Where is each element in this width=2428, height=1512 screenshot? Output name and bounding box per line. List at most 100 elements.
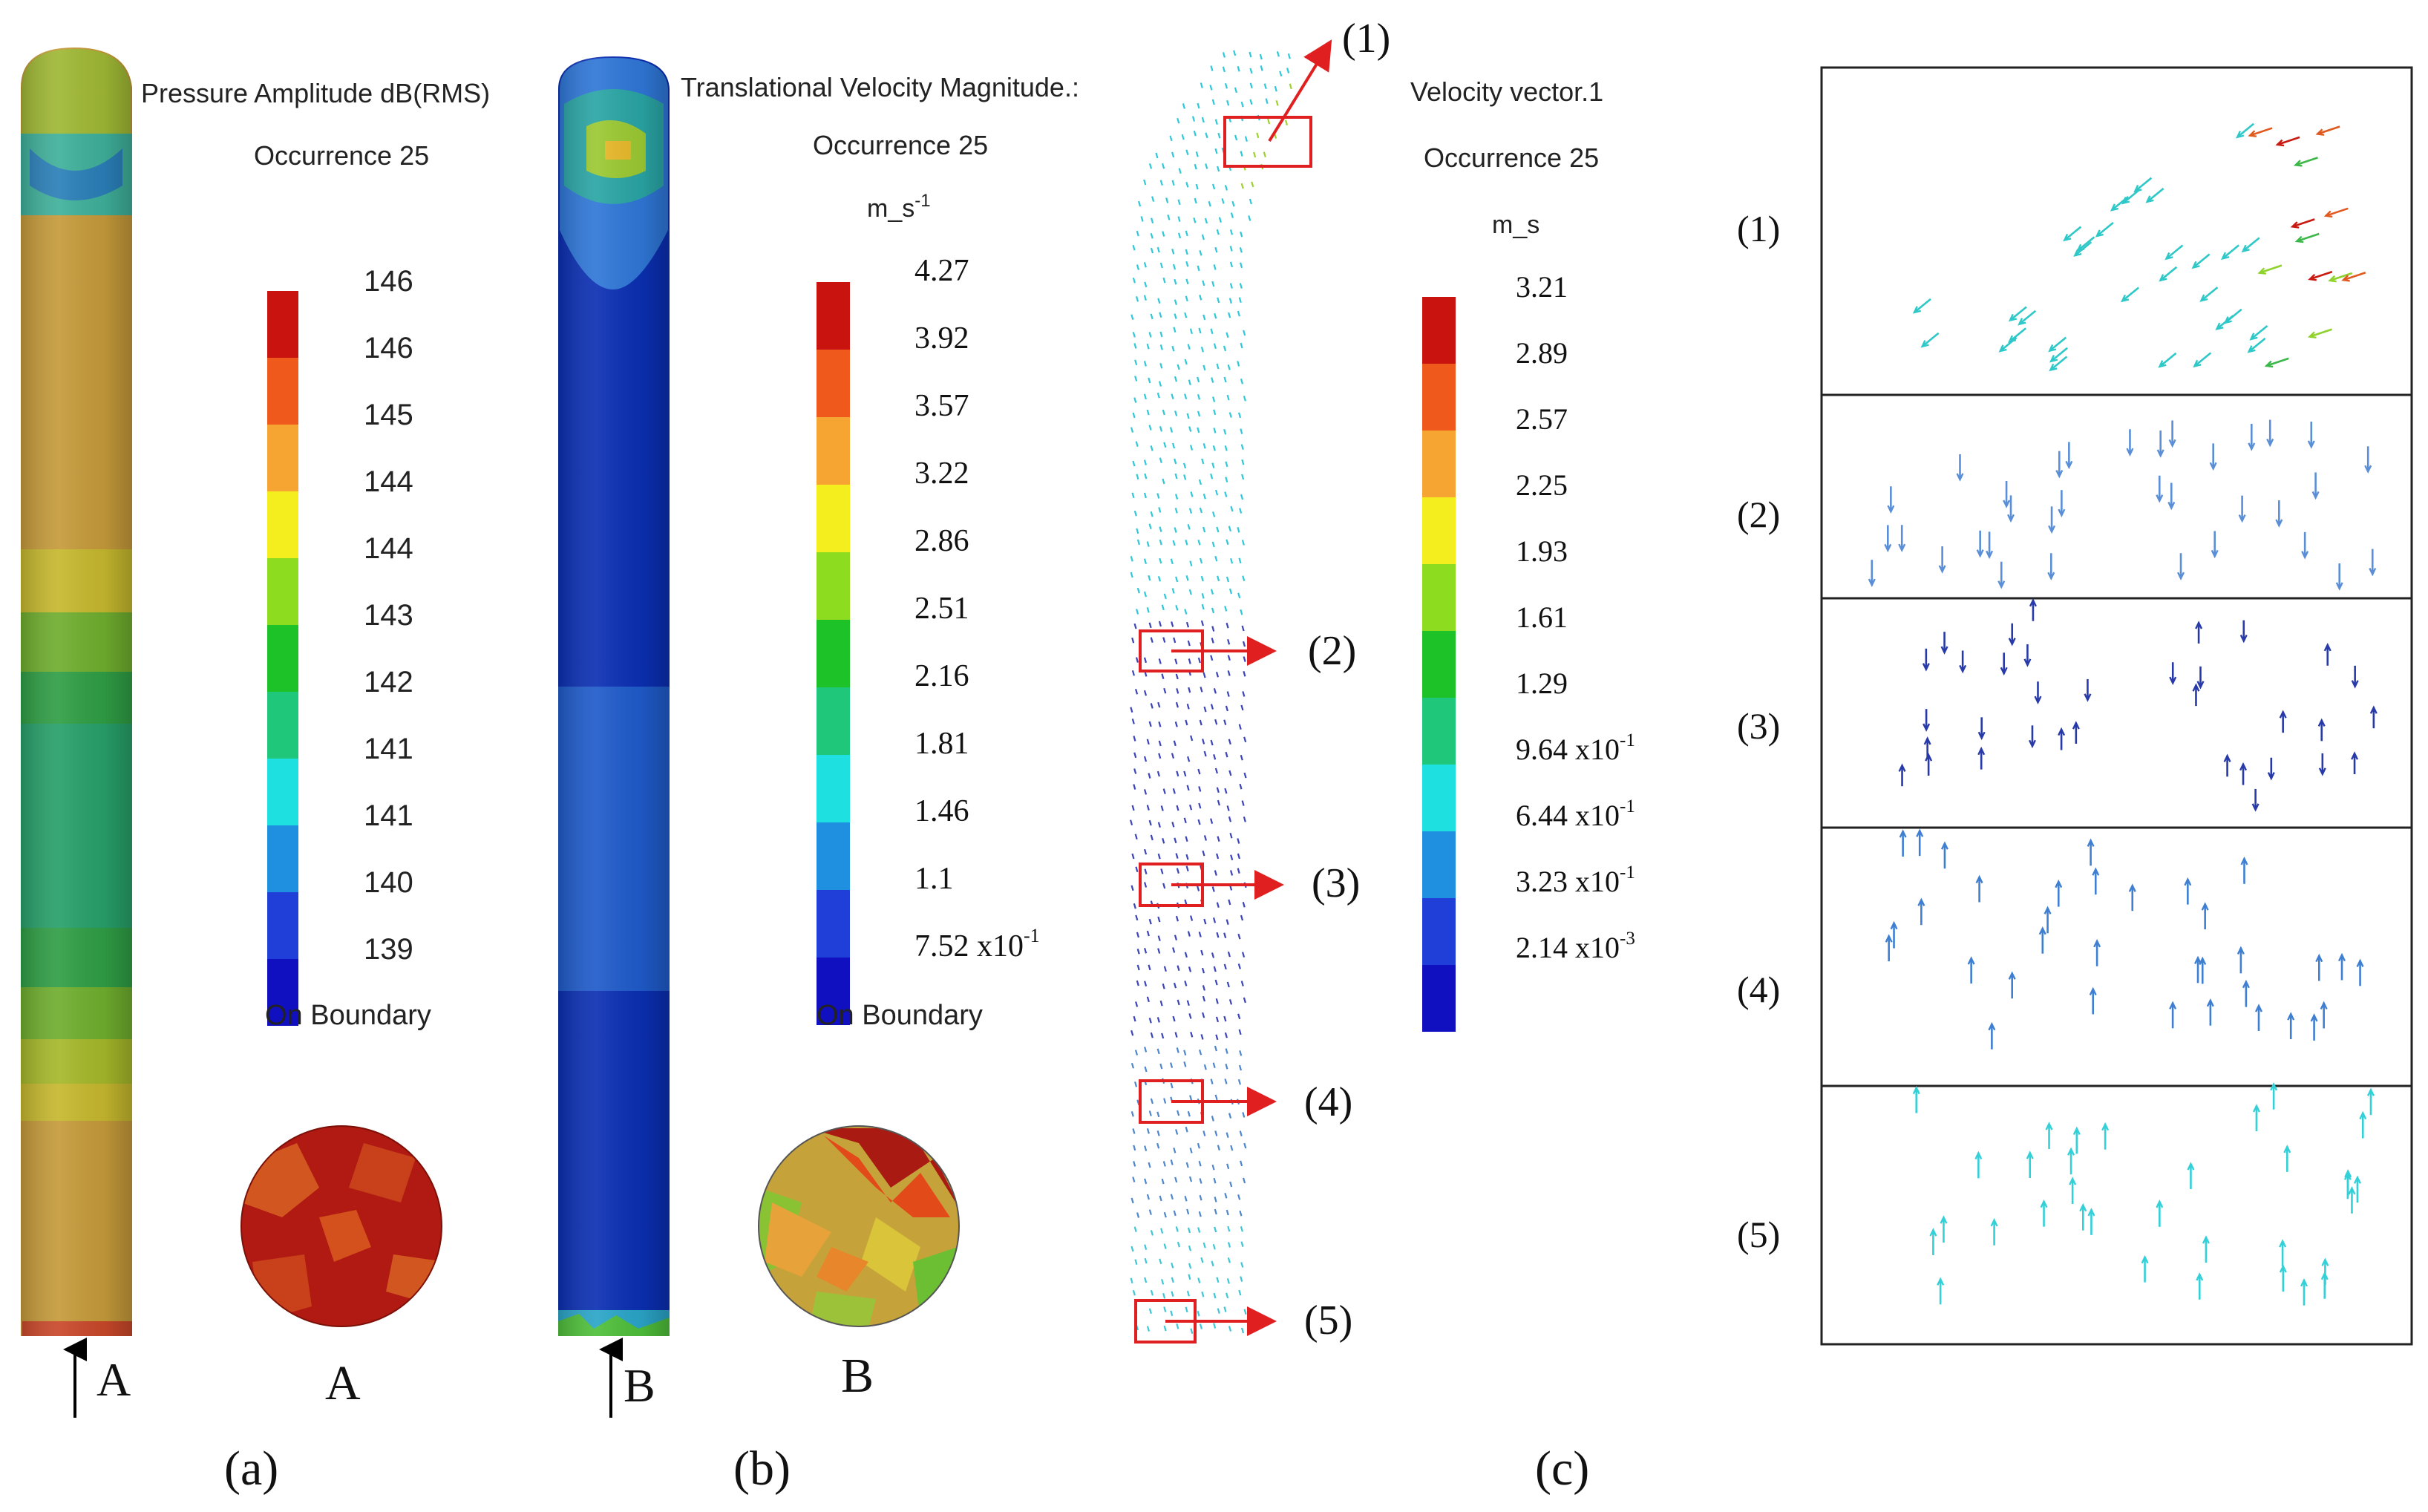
velocity-scale-tick-label-1: 4.27	[914, 254, 969, 288]
arrow-b-letter: B	[624, 1359, 655, 1412]
vector-scale-swatch-10	[1422, 898, 1456, 965]
velocity-scale-tick-label-5: 2.86	[914, 524, 969, 558]
pressure-scale-tick-label-11: 139	[364, 933, 413, 966]
pressure-scale-swatch-3	[267, 425, 298, 491]
pressure-scale-swatch-2	[267, 358, 298, 425]
pressure-scale-tick-label-7: 142	[364, 666, 413, 698]
pressure-scale-swatch-10	[267, 892, 298, 959]
velocity-scale-tick-label-6: 2.51	[914, 592, 969, 626]
velocity-cylinder	[558, 56, 670, 1336]
velocity-scale-tick-label-10: 1.1	[914, 862, 954, 896]
velocity-scale-swatch-5	[817, 552, 850, 620]
vector-scale-tick-label-4: 2.25	[1516, 468, 1568, 502]
velocity-title: Translational Velocity Magnitude.:	[681, 72, 1079, 102]
pressure-scale-tick-label-4: 144	[364, 465, 413, 498]
pressure-color-scale: 146 146 145 144 144 143 142 141 141 140 139	[267, 265, 413, 1026]
callout-label-2: (2)	[1308, 628, 1356, 674]
velocity-scale-tick-label-3: 3.57	[914, 389, 969, 423]
zoom-label-2: (2)	[1737, 494, 1780, 535]
velocity-color-scale: 4.27 3.92 3.57 3.22 2.86 2.51 2.16 1.81 1.46 1.1 7…	[817, 254, 1040, 1025]
pressure-title: Pressure Amplitude dB(RMS)	[141, 78, 490, 108]
zoom-label-1: (1)	[1737, 208, 1780, 249]
pressure-scale-tick-label-2: 146	[364, 332, 413, 364]
velocity-scale-tick-label-8: 1.81	[914, 727, 969, 761]
caption-a: (a)	[224, 1441, 278, 1496]
vector-scale-swatch-1	[1422, 297, 1456, 364]
vector-scale-tick-label-10: 3.23 x10-1	[1516, 863, 1635, 898]
vector-color-scale: 3.21 2.89 2.57 2.25 1.93 1.61 1.29 9.64 x10-1 6.…	[1422, 270, 1635, 1032]
vector-scale-tick-label-1: 3.21	[1516, 270, 1568, 304]
vector-scale-swatch-5	[1422, 564, 1456, 631]
callout-label-3: (3)	[1312, 860, 1360, 906]
velocity-scale-swatch-6	[817, 620, 850, 687]
callout-label-4: (4)	[1304, 1079, 1352, 1125]
pressure-scale-swatch-5	[267, 558, 298, 625]
vector-scale-tick-label-7: 1.29	[1516, 667, 1568, 700]
pressure-scale-swatch-1	[267, 291, 298, 358]
vector-scale-swatch-4	[1422, 497, 1456, 564]
panel-c: (1) (2) (3) (4) (5) Velocity vector.1 Oc…	[1129, 16, 1635, 1496]
velocity-scale-swatch-10	[817, 890, 850, 958]
panel-b: B Translational Velocity Magnitude.: Occ…	[558, 56, 1079, 1496]
arrow-a-letter: A	[96, 1353, 131, 1406]
vector-scale-tick-label-8: 9.64 x10-1	[1516, 730, 1635, 766]
callout-label-1: (1)	[1342, 16, 1390, 62]
vector-scale-tick-label-2: 2.89	[1516, 336, 1568, 370]
section-a-letter: A	[325, 1356, 361, 1410]
vector-scale-tick-label-9: 6.44 x10-1	[1516, 796, 1635, 832]
zoom-frame	[1820, 66, 2413, 1346]
vector-scale-swatch-8	[1422, 765, 1456, 831]
pressure-footer: On Boundary	[265, 1000, 431, 1031]
pressure-scale-swatch-9	[267, 825, 298, 892]
pressure-scale-tick-label-9: 141	[364, 799, 413, 832]
velocity-footer: On Boundary	[817, 1000, 983, 1031]
vector-scale-swatch-9	[1422, 831, 1456, 898]
velocity-scale-swatch-1	[817, 282, 850, 350]
velocity-scale-tick-label-11: 7.52 x10-1	[914, 925, 1040, 963]
velocity-scale-swatch-9	[817, 822, 850, 890]
velocity-scale-swatch-8	[817, 755, 850, 822]
pressure-scale-tick-label-1: 146	[364, 265, 413, 298]
vector-scale-swatch-7	[1422, 698, 1456, 765]
arrow-a-marker: A	[63, 1338, 131, 1418]
zoom-label-4: (4)	[1737, 969, 1780, 1010]
vector-occurrence: Occurrence 25	[1424, 143, 1599, 173]
zoom-label-3: (3)	[1737, 705, 1780, 747]
panel-a: A Pressure Amplitude dB(RMS) Occurrence …	[21, 48, 490, 1496]
arrow-b-marker: B	[599, 1338, 655, 1418]
vector-unit: m_s	[1492, 211, 1539, 239]
pressure-scale-tick-label-6: 143	[364, 599, 413, 632]
velocity-unit: m_s-1	[867, 191, 931, 223]
pressure-scale-swatch-8	[267, 759, 298, 825]
velocity-scale-swatch-2	[817, 350, 850, 417]
caption-c: (c)	[1535, 1441, 1589, 1496]
caption-b: (b)	[733, 1441, 791, 1496]
pressure-scale-swatch-4	[267, 491, 298, 558]
pressure-occurrence: Occurrence 25	[254, 140, 429, 171]
velocity-scale-swatch-7	[817, 687, 850, 755]
section-b-letter: B	[841, 1349, 874, 1403]
vector-scale-swatch-3	[1422, 431, 1456, 497]
velocity-occurrence: Occurrence 25	[813, 130, 988, 160]
section-b-disc	[759, 1126, 959, 1326]
pressure-scale-tick-label-3: 145	[364, 399, 413, 431]
callout-box-1	[1223, 116, 1312, 168]
velocity-scale-swatch-3	[817, 417, 850, 485]
vector-scale-tick-label-5: 1.93	[1516, 534, 1568, 568]
callout-boxes: (1) (2) (3) (4) (5)	[1134, 16, 1390, 1344]
vector-scale-tick-label-11: 2.14 x10-3	[1516, 929, 1635, 964]
section-a-disc	[241, 1126, 442, 1326]
velocity-scale-tick-label-2: 3.92	[914, 321, 969, 356]
velocity-scale-swatch-11	[817, 958, 850, 1025]
pressure-scale-swatch-7	[267, 692, 298, 759]
pressure-scale-swatch-11	[267, 959, 298, 1026]
velocity-scale-swatch-4	[817, 485, 850, 552]
velocity-scale-tick-label-4: 3.22	[914, 456, 969, 491]
zoom-vector-glyphs	[1868, 122, 2378, 1306]
vector-title: Velocity vector.1	[1410, 76, 1603, 107]
callout-label-5: (5)	[1304, 1297, 1352, 1344]
vector-scale-tick-label-6: 1.61	[1516, 600, 1568, 634]
velocity-scale-tick-label-7: 2.16	[914, 659, 969, 693]
velocity-scale-tick-label-9: 1.46	[914, 794, 969, 828]
